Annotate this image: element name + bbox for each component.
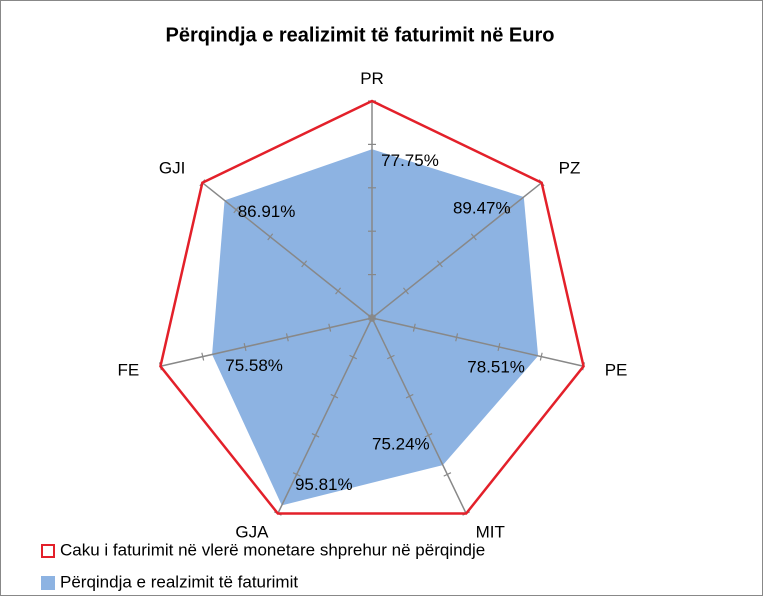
value-label: 75.58% — [225, 356, 283, 375]
value-label: 77.75% — [381, 151, 439, 170]
tick-mark — [243, 342, 247, 352]
legend-swatch — [41, 576, 55, 590]
category-label: MIT — [476, 523, 505, 542]
tick-mark — [285, 333, 289, 342]
category-label: FE — [118, 361, 140, 380]
tick-mark — [402, 287, 409, 295]
legend-label: Caku i faturimit në vlerë monetare shpre… — [60, 540, 485, 559]
tick-mark — [539, 352, 543, 361]
tick-mark — [301, 260, 308, 268]
spoke — [371, 182, 543, 319]
spoke — [277, 317, 373, 514]
tick-mark — [233, 206, 240, 214]
chart-title: Përqindja e realizimit të faturimit në E… — [166, 24, 555, 46]
category-label: GJA — [235, 523, 269, 542]
tick-mark — [292, 472, 301, 477]
tick-mark — [455, 333, 459, 342]
tick-mark — [201, 352, 205, 361]
tick-mark — [497, 342, 501, 352]
radar-area — [212, 149, 539, 506]
tick-mark — [386, 354, 395, 360]
spoke — [371, 317, 584, 368]
legend-label: Përqindja e realzimit të faturimit — [60, 572, 298, 591]
tick-mark — [436, 260, 443, 268]
legend-swatch — [41, 544, 55, 558]
value-label: 89.47% — [453, 198, 511, 217]
value-label: 86.91% — [238, 202, 296, 221]
spoke — [160, 317, 373, 368]
value-label: 78.51% — [467, 357, 525, 376]
radar-line — [159, 99, 585, 515]
spoke — [201, 182, 373, 319]
tick-mark — [330, 393, 339, 399]
tick-mark — [443, 472, 452, 477]
tick-mark — [349, 354, 358, 360]
value-label: 75.24% — [372, 435, 430, 454]
tick-mark — [267, 233, 274, 241]
tick-mark — [412, 323, 416, 332]
value-label: 95.81% — [295, 475, 353, 494]
tick-mark — [405, 393, 414, 399]
tick-mark — [311, 433, 320, 438]
tick-mark — [369, 314, 375, 322]
tick-mark — [335, 287, 342, 295]
category-label: PZ — [559, 159, 581, 178]
tick-mark — [470, 233, 477, 241]
tick-mark — [328, 323, 332, 332]
category-label: PE — [605, 361, 628, 380]
category-label: GJI — [159, 159, 185, 178]
category-label: PR — [360, 69, 384, 88]
tick-mark — [504, 206, 511, 214]
spoke — [371, 317, 467, 514]
tick-mark — [424, 433, 433, 438]
